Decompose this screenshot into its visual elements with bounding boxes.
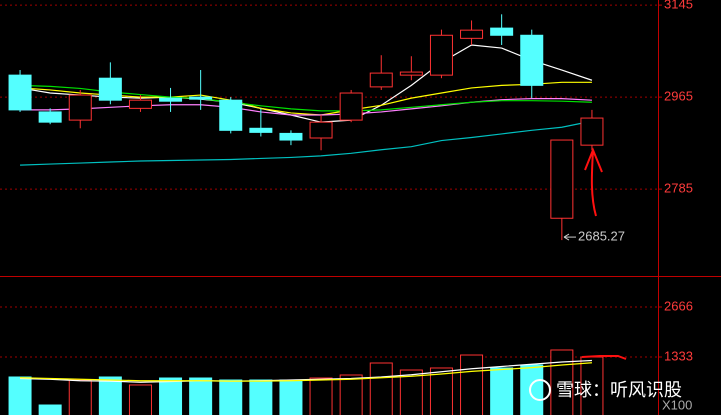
volume-bar	[189, 377, 213, 415]
watermark-icon	[529, 379, 551, 401]
candle-body	[369, 72, 393, 88]
candle-body	[460, 29, 484, 39]
y-tick-label: 2965	[664, 89, 693, 104]
y-tick-label: 3145	[664, 0, 693, 12]
candle-body	[429, 34, 453, 76]
candle-body	[38, 111, 62, 123]
low-annotation: 2685.27	[578, 229, 625, 244]
volume-bar	[399, 369, 423, 415]
candle-body	[219, 99, 243, 131]
hand-mark	[581, 355, 627, 360]
volume-bar	[249, 379, 273, 415]
candle-body	[8, 74, 32, 111]
plot: 3145 2965 2785 2666 1333 X100	[0, 0, 693, 415]
candle-body	[128, 99, 152, 109]
ma-line	[20, 362, 592, 382]
ma-line	[20, 98, 592, 116]
candle-body	[490, 27, 514, 36]
volume-bar	[369, 362, 393, 415]
candle-body	[279, 132, 303, 141]
volume-bar	[490, 367, 514, 415]
volume-bar	[219, 379, 243, 415]
candle-body	[550, 139, 574, 219]
candle-body	[580, 117, 604, 146]
ma-line	[20, 359, 592, 383]
volume-bar	[429, 367, 453, 415]
unit-label: X100	[662, 397, 692, 412]
annotation-arrowhead	[563, 233, 570, 241]
candle-body	[159, 97, 183, 102]
y-tick-label: 2785	[664, 181, 693, 196]
candle-body	[399, 71, 423, 76]
volume-bar	[520, 364, 544, 415]
candle-body	[98, 77, 122, 101]
volume-bar	[339, 374, 363, 415]
candle-body	[249, 127, 273, 133]
candle-body	[309, 121, 333, 139]
watermark: 雪球：听风识股	[556, 380, 682, 401]
volume-bar	[279, 379, 303, 415]
volume-bar	[550, 349, 574, 415]
y-tick-label: 1333	[664, 348, 693, 363]
ma-line	[20, 120, 593, 166]
candle-body	[339, 92, 363, 121]
volume-bar	[68, 379, 92, 415]
candle-body	[189, 96, 213, 100]
candle-body	[68, 94, 92, 121]
volume-bar	[159, 377, 183, 415]
hand-arrow	[584, 147, 603, 217]
volume-bar	[128, 384, 152, 415]
volume-bar	[460, 354, 484, 415]
volume-bar	[38, 404, 62, 415]
volume-bar	[98, 376, 122, 415]
y-tick-label: 2666	[664, 298, 693, 313]
volume-bar	[8, 376, 32, 415]
candle-body	[520, 34, 544, 86]
volume-bar	[309, 377, 333, 415]
